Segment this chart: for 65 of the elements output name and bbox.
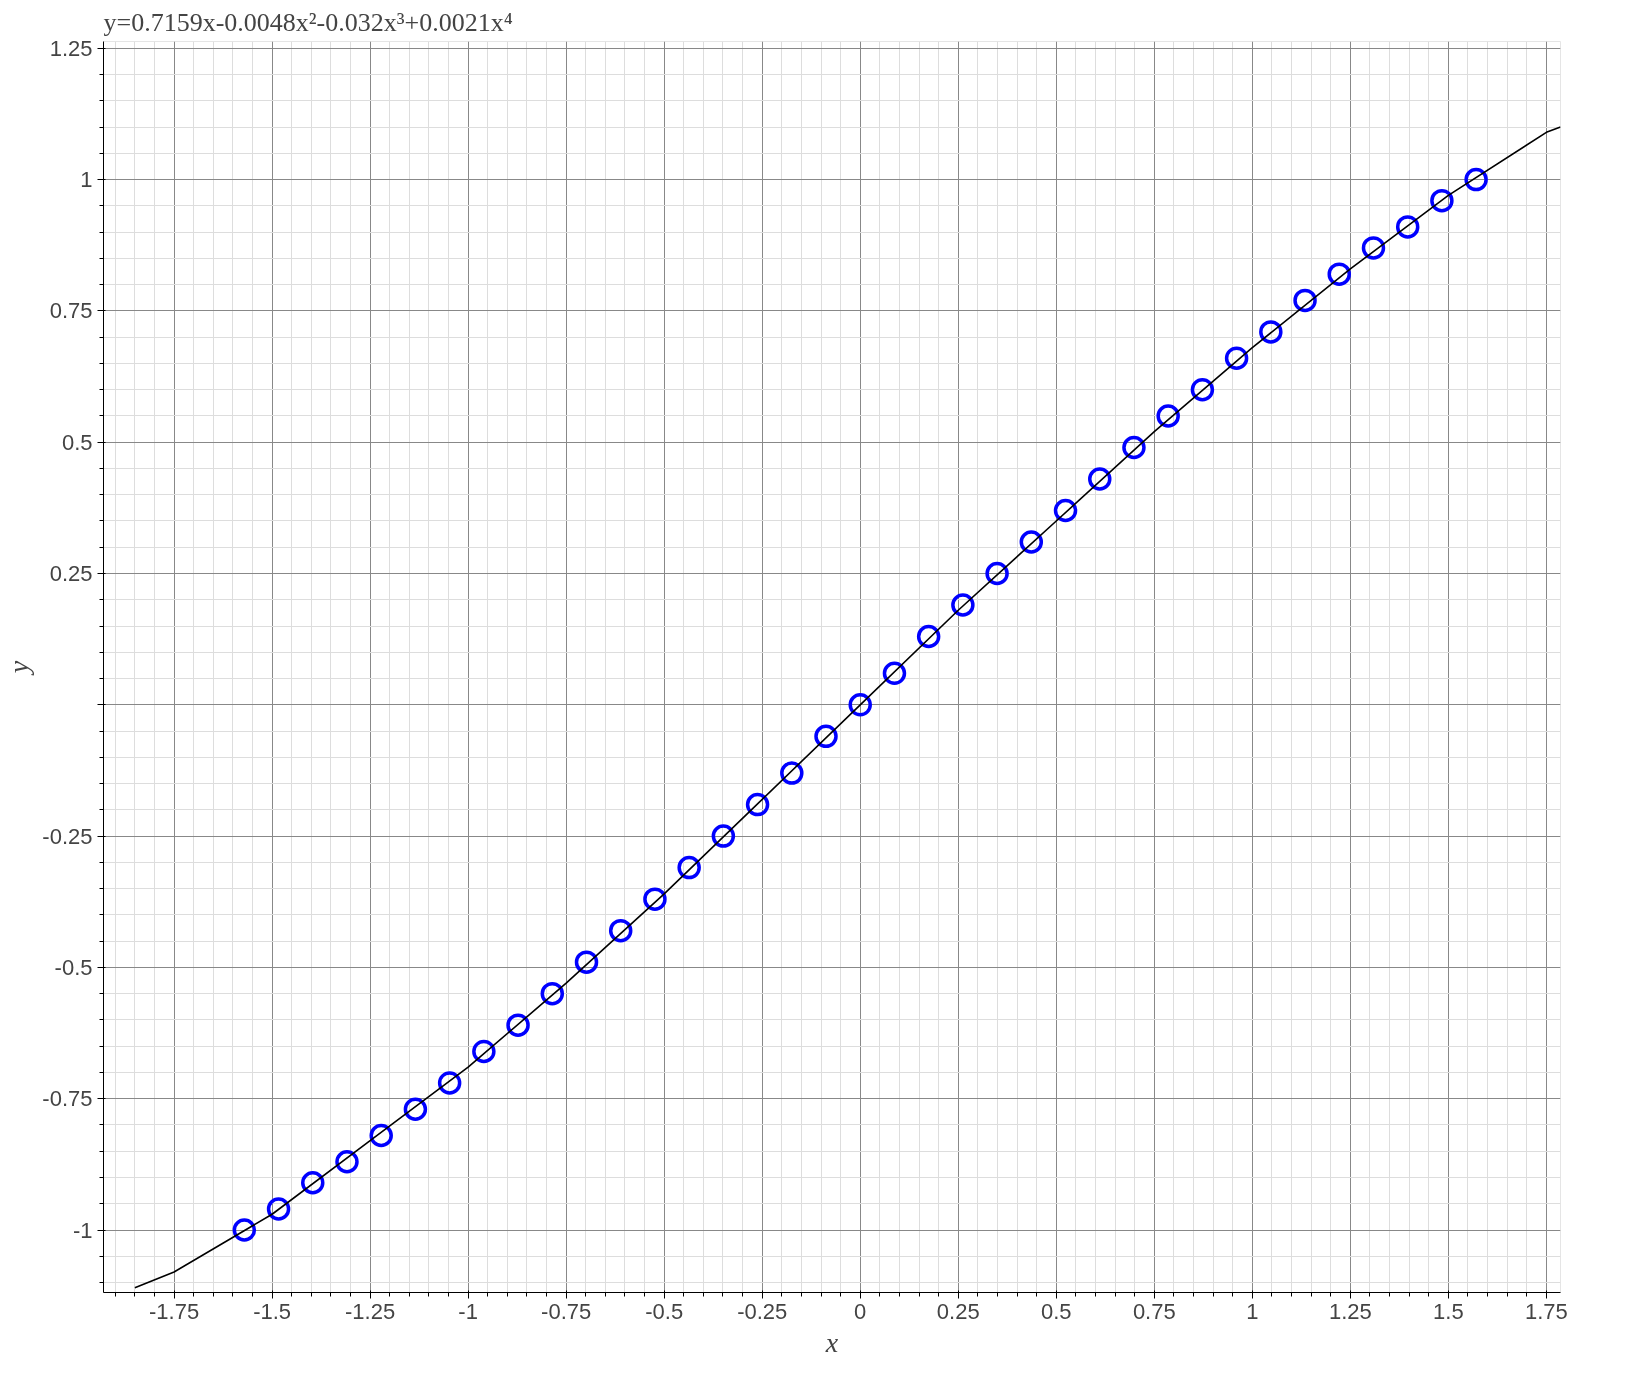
point	[677, 855, 701, 880]
x-tick-label: 1.25	[1328, 1298, 1372, 1324]
point	[1293, 288, 1317, 313]
point	[1053, 498, 1078, 523]
x-tick-label: 0.75	[1132, 1298, 1176, 1324]
x-tick-label: 1.5	[1433, 1298, 1464, 1324]
point	[1019, 530, 1044, 554]
x-tick-label: -1	[458, 1298, 478, 1324]
x-tick-label: -1.25	[345, 1298, 396, 1324]
y-axis-title: y	[3, 660, 35, 677]
point	[608, 918, 633, 943]
point	[472, 1039, 496, 1064]
point	[882, 661, 907, 686]
y-tick-label: 0.75	[49, 298, 93, 324]
chart-title: y=0.7159x-0.0048x²-0.032x³+0.0021x⁴	[103, 7, 513, 37]
y-tick-label: 0.5	[61, 429, 93, 455]
point	[916, 624, 941, 649]
point	[1088, 467, 1112, 491]
point	[1224, 346, 1249, 370]
point	[540, 981, 565, 1006]
x-tick-label: -0.5	[645, 1298, 684, 1324]
x-tick-label: 0	[854, 1298, 867, 1324]
point	[437, 1071, 462, 1095]
y-tick-label: -0.25	[42, 823, 93, 849]
point	[232, 1218, 257, 1242]
x-tick-label: 1.75	[1524, 1298, 1568, 1324]
x-tick-label: 0.5	[1040, 1298, 1072, 1324]
point	[1430, 188, 1454, 213]
point	[301, 1171, 325, 1195]
point	[985, 561, 1009, 586]
x-tick-label: -1.5	[253, 1298, 292, 1324]
line-series	[134, 126, 1561, 1289]
point	[711, 824, 736, 848]
point	[1156, 404, 1180, 428]
y-tick-label: 0.25	[49, 561, 93, 587]
point	[1190, 377, 1215, 402]
point	[335, 1150, 359, 1174]
y-tick-label: -1	[72, 1217, 93, 1243]
point	[574, 950, 599, 974]
y-tick-label: -0.75	[42, 1086, 93, 1112]
y-tick-label: -0.5	[54, 954, 93, 980]
x-tick-label: -0.25	[737, 1298, 788, 1324]
point	[643, 887, 667, 911]
point	[369, 1123, 393, 1148]
point	[780, 761, 804, 785]
x-tick-label: -0.75	[541, 1298, 592, 1324]
x-tick-label: -1.75	[149, 1298, 200, 1324]
point	[1122, 435, 1146, 460]
point	[1395, 215, 1420, 239]
point	[266, 1197, 291, 1221]
x-axis-title: x	[824, 1326, 839, 1358]
y-tick-label: 1.25	[49, 35, 93, 61]
point	[745, 792, 770, 817]
point	[951, 593, 975, 617]
y-tick-label: 1	[80, 167, 93, 193]
point	[1464, 167, 1488, 192]
point	[1361, 236, 1386, 260]
point	[506, 1013, 530, 1037]
x-tick-label: 1	[1246, 1298, 1259, 1324]
x-tick-label: 0.25	[936, 1298, 980, 1324]
point	[1259, 320, 1283, 344]
point	[403, 1097, 428, 1121]
point	[848, 693, 872, 717]
point	[1327, 262, 1351, 286]
point	[814, 724, 838, 749]
